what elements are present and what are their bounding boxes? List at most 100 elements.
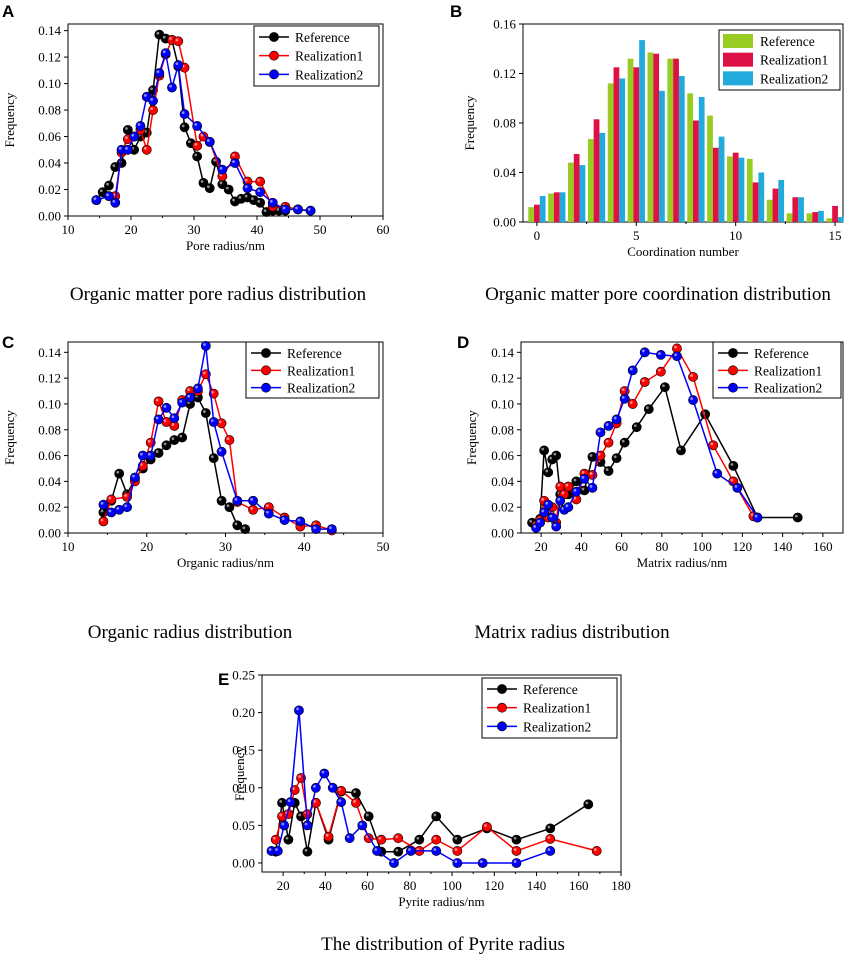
data-point-highlight <box>454 836 458 840</box>
data-point <box>179 122 190 133</box>
legend-label: Reference <box>760 34 815 49</box>
data-point-highlight <box>210 419 214 423</box>
data-point-highlight <box>297 518 301 522</box>
data-point-highlight <box>557 497 561 501</box>
data-point <box>619 393 630 404</box>
data-point-highlight <box>140 463 143 466</box>
data-point <box>579 473 590 484</box>
data-point <box>106 494 117 505</box>
x-tick-label: 100 <box>442 878 462 893</box>
data-point <box>255 197 266 208</box>
legend-label: Realization2 <box>295 67 363 82</box>
data-point <box>631 422 642 433</box>
data-point-highlight <box>155 398 159 402</box>
data-point <box>130 472 140 483</box>
data-point-highlight <box>125 127 128 130</box>
data-point-highlight <box>633 424 637 428</box>
bar <box>718 136 725 222</box>
data-point-highlight <box>346 835 350 839</box>
data-point-highlight <box>175 62 179 66</box>
bar <box>534 204 540 222</box>
legend-label: Reference <box>287 346 342 361</box>
data-point-highlight <box>194 153 198 157</box>
bar <box>653 53 660 223</box>
data-point-highlight <box>678 447 681 451</box>
data-point-highlight <box>244 185 248 189</box>
data-point-highlight <box>162 50 166 54</box>
bar-series-realization1 <box>534 53 838 223</box>
data-point <box>627 399 638 409</box>
bar <box>528 207 535 222</box>
legend-label: Realization2 <box>523 719 591 734</box>
data-point-highlight <box>218 497 222 501</box>
data-point-highlight <box>268 848 272 851</box>
x-tick-label: 20 <box>535 539 548 554</box>
legend-label: Realization2 <box>287 381 355 396</box>
data-point-highlight <box>454 860 458 863</box>
chart-caption: Organic matter pore coordination distrib… <box>485 284 831 305</box>
data-point <box>655 350 666 360</box>
data-point-highlight <box>573 478 577 482</box>
data-point <box>405 846 416 856</box>
data-point <box>547 512 558 523</box>
data-point-highlight <box>147 452 151 456</box>
y-tick-label: 0.08 <box>38 422 61 437</box>
data-point <box>482 821 492 832</box>
y-tick-label: 0.10 <box>232 780 255 795</box>
x-tick-label: 140 <box>527 878 547 893</box>
data-point-highlight <box>118 146 122 150</box>
data-point <box>587 482 598 493</box>
x-tick-label: 20 <box>277 878 290 893</box>
bar-series-reference <box>528 52 833 223</box>
data-point <box>752 512 763 523</box>
data-point-highlight <box>169 37 172 40</box>
data-point <box>563 481 574 492</box>
data-point-highlight <box>605 423 609 426</box>
data-point-highlight <box>589 454 593 457</box>
data-point <box>583 799 594 810</box>
data-point-highlight <box>226 504 230 508</box>
legend-marker <box>728 348 738 358</box>
data-point-highlight <box>593 848 597 851</box>
data-point <box>98 499 109 510</box>
data-point-highlight <box>219 166 223 170</box>
y-tick-label: 0.15 <box>232 743 255 758</box>
y-tick-label: 0.14 <box>38 345 61 360</box>
bar <box>826 218 833 222</box>
data-point <box>659 382 670 393</box>
legend: Reference Realization1 Realization2 <box>481 677 618 739</box>
y-tick-label: 0.00 <box>38 209 61 224</box>
y-axis-label: Frequency <box>2 92 17 147</box>
data-point-highlight <box>125 136 128 140</box>
data-point <box>393 846 404 857</box>
data-point <box>232 495 243 506</box>
data-point-highlight <box>232 153 235 157</box>
bar <box>798 197 804 222</box>
data-point <box>216 495 227 506</box>
data-point-highlight <box>213 158 217 162</box>
data-point-highlight <box>750 513 754 517</box>
data-point <box>179 109 190 119</box>
data-point <box>153 414 164 425</box>
legend-label: Realization1 <box>287 363 355 378</box>
legend-marker <box>497 702 507 713</box>
data-point-highlight <box>537 519 541 523</box>
bar <box>559 192 566 222</box>
data-point <box>545 846 556 856</box>
line-series-realization2 <box>91 48 316 216</box>
data-point-highlight <box>226 437 230 441</box>
data-point-highlight <box>285 836 289 840</box>
x-tick-label: 160 <box>569 878 589 893</box>
data-point <box>311 524 321 535</box>
data-point-highlight <box>690 397 694 401</box>
data-point-highlight <box>295 206 298 210</box>
legend-marker <box>269 32 279 42</box>
data-point-highlight <box>573 496 577 500</box>
legend-label: Reference <box>523 682 578 697</box>
data-point-highlight <box>266 504 269 508</box>
legend-label: Realization1 <box>754 363 822 378</box>
data-point-highlight <box>287 799 291 803</box>
bar <box>568 162 574 222</box>
data-point-highlight <box>108 496 112 500</box>
data-point <box>277 797 287 808</box>
